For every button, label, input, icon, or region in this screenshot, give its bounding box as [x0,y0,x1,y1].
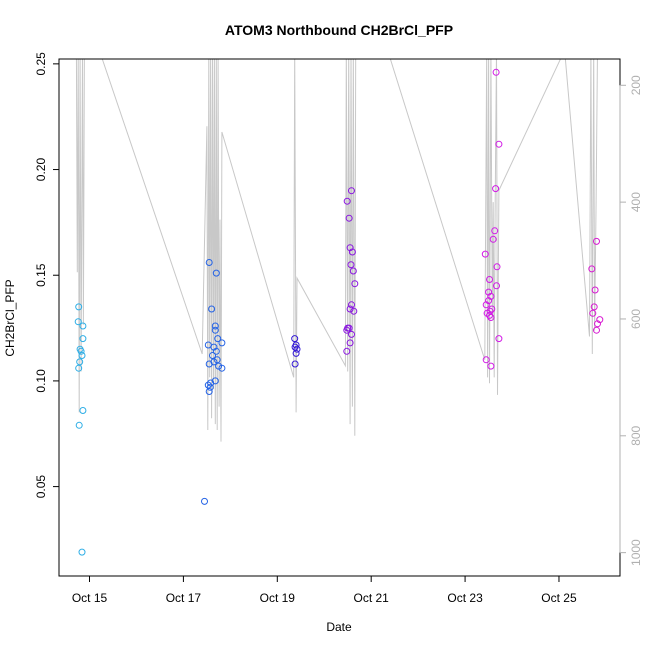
data-point-series-4-1 [343,197,351,205]
data-point-series-6-3 [591,286,599,294]
data-point-series-2-16 [218,364,226,372]
data-point-series-6-2 [588,265,596,273]
data-point-series-5-13 [485,297,493,305]
data-point-series-5-9 [493,282,500,290]
data-point-series-6-7 [594,320,601,328]
data-point-series-5-20 [482,356,490,364]
y-axis-label: CH2BrCl_PFP [3,279,17,356]
data-point-series-1-8 [79,335,87,343]
data-point-series-2-10 [212,347,220,355]
data-point-series-4-13 [345,324,353,332]
data-point-series-2-14 [210,358,218,366]
data-point-series-4-2 [348,187,355,195]
data-point-series-1-12 [78,548,86,556]
data-point-series-4-11 [350,307,358,315]
y2-tick-label: 1000 [629,539,643,566]
data-point-series-4-8 [351,280,359,288]
data-point-series-5-15 [488,305,496,313]
profile-line [75,59,598,442]
chart-title: ATOM3 Northbound CH2BrCl_PFP [225,22,453,38]
y2-tick-label: 800 [629,425,643,445]
data-point-series-2-18 [207,379,215,387]
profile-line-layer [75,59,598,442]
data-point-series-1-1 [75,303,83,311]
data-point-series-4-6 [347,261,355,269]
data-point-series-5-7 [481,250,489,258]
data-point-series-2-2 [208,305,216,313]
data-point-series-2-19 [204,381,212,389]
data-point-series-4-7 [349,267,357,275]
data-point-series-4-15 [346,339,354,347]
data-point-series-1-9 [78,352,86,359]
data-point-series-4-3 [345,214,353,222]
data-point-series-1-10 [79,407,87,414]
y-tick-label: 0.10 [34,369,48,393]
x-tick-label: Oct 15 [72,591,108,605]
data-point-series-5-11 [487,292,495,300]
data-point-series-3-5 [292,349,300,357]
data-point-series-6-5 [589,309,597,317]
data-point-series-3-4 [293,345,301,353]
data-point-series-3-6 [291,360,299,368]
data-point-series-5-2 [495,140,503,148]
data-point-series-1-2 [74,318,82,326]
data-point-series-6-4 [590,303,598,311]
data-point-series-4-16 [348,330,355,338]
data-point-series-5-21 [487,362,495,370]
data-points-layer [74,68,604,556]
data-point-series-2-11 [209,352,216,359]
data-point-series-2-5 [211,326,219,334]
data-point-series-2-22 [201,497,208,505]
data-point-series-1-7 [79,322,87,330]
plot-frame [58,58,621,577]
y-tick-label: 0.20 [34,158,48,182]
data-point-series-2-1 [205,259,213,266]
data-point-series-5-6 [493,263,501,271]
data-point-series-2-6 [214,335,222,343]
data-point-series-4-9 [348,301,355,309]
x-axis-label: Date [326,620,352,634]
data-point-series-1-11 [75,421,83,429]
x-tick-label: Oct 21 [354,591,390,605]
data-point-series-5-8 [486,276,493,283]
y2-tick-label: 400 [629,192,643,212]
data-point-series-2-3 [212,269,220,277]
data-point-series-5-18 [487,314,495,321]
x-tick-label: Oct 23 [447,591,483,605]
data-point-series-6-1 [593,237,600,245]
data-point-series-4-14 [343,326,351,334]
x-tick-label: Oct 17 [166,591,202,605]
x-tick-label: Oct 19 [260,591,296,605]
data-point-series-2-20 [206,383,214,391]
data-point-series-3-1 [291,335,299,343]
y2-tick-label: 200 [629,75,643,95]
data-point-series-6-6 [596,316,604,324]
data-point-series-1-4 [77,347,85,355]
x-tick-label: Oct 25 [541,591,577,605]
data-point-series-5-3 [492,185,500,193]
data-point-series-1-6 [75,364,83,372]
data-point-series-2-4 [211,322,219,330]
data-point-series-4-17 [343,347,351,355]
data-point-series-4-5 [348,248,356,256]
data-point-series-4-10 [346,305,354,313]
data-point-series-5-19 [495,335,503,343]
y-tick-label: 0.15 [34,263,48,287]
y-tick-label: 0.25 [34,52,48,76]
data-point-series-6-8 [593,326,600,334]
data-point-series-2-7 [218,339,226,347]
y-tick-label: 0.05 [34,475,48,499]
data-point-series-5-1 [492,68,500,76]
axes-layer: Oct 15 Oct 17 Oct 19 Oct 21 Oct 23 Oct 25 0.05… [34,52,643,605]
data-point-series-2-21 [205,388,213,395]
data-point-series-5-5 [489,235,497,243]
data-point-series-5-4 [491,227,499,235]
y2-tick-label: 600 [629,309,643,329]
